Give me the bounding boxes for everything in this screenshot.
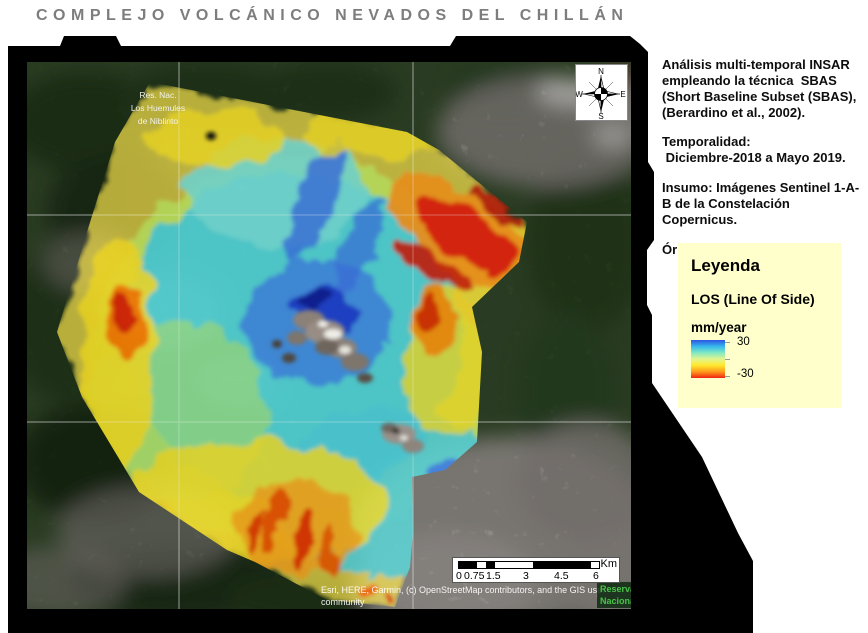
legend-min-value: -30	[737, 368, 754, 380]
scale-tick-075: 0.75	[464, 570, 485, 582]
legend-panel: Leyenda LOS (Line Of Side) mm/year 30 -3…	[678, 243, 841, 408]
analysis-description: Análisis multi-temporal INSAR empleando …	[662, 57, 860, 120]
compass-s-label: S	[598, 112, 603, 120]
svg-text:Los Huemules: Los Huemules	[131, 103, 185, 113]
temporalidad-label: Temporalidad:	[662, 134, 751, 150]
temporalidad-value: Diciembre-2018 a Mayo 2019.	[662, 150, 846, 166]
scale-tick-3: 3	[523, 570, 529, 582]
reserve-label-nacional: Reserva Nacional	[597, 582, 631, 608]
svg-text:de Niblinto: de Niblinto	[138, 116, 178, 126]
ramp-tick-top	[725, 342, 730, 343]
ramp-tick-mid	[725, 359, 730, 360]
legend-title: Leyenda	[691, 256, 760, 275]
scale-tick-6: 6	[593, 570, 599, 582]
legend-color-ramp	[691, 340, 725, 378]
svg-text:community: community	[321, 597, 365, 607]
compass-w-label: W	[576, 90, 583, 99]
reserve-label-niblinto: Res. Nac. Los Huemules de Niblinto	[131, 90, 185, 126]
svg-text:Nacional: Nacional	[600, 596, 631, 606]
info-panel: Análisis multi-temporal INSAR empleando …	[662, 57, 864, 272]
ramp-tick-bottom	[725, 376, 730, 377]
scale-bar-segments	[458, 561, 600, 569]
scale-bar-unit: Km	[600, 558, 618, 570]
scale-bar: Km 0 0.75 1.5 3 4.5 6	[452, 557, 620, 583]
svg-text:Reserva: Reserva	[600, 584, 631, 594]
map-canvas[interactable]: Res. Nac. Los Huemules de Niblinto Esri,…	[27, 62, 631, 609]
graticule-overlay	[27, 62, 631, 609]
svg-text:Res. Nac.: Res. Nac.	[139, 90, 176, 100]
scale-tick-45: 4.5	[554, 570, 569, 582]
legend-units: mm/year	[691, 320, 747, 335]
insar-overlay	[57, 82, 527, 607]
scale-tick-0: 0	[456, 570, 462, 582]
scale-tick-15: 1.5	[486, 570, 501, 582]
svg-text:Esri, HERE, Garmin, (c) OpenSt: Esri, HERE, Garmin, (c) OpenStreetMap co…	[321, 585, 605, 595]
legend-max-value: 30	[737, 336, 750, 348]
insumo-text: Insumo: Imágenes Sentinel 1-A-B de la Co…	[662, 180, 860, 227]
legend-subtitle: LOS (Line Of Side)	[691, 291, 815, 307]
basemap-attribution: Esri, HERE, Garmin, (c) OpenStreetMap co…	[321, 585, 605, 607]
compass-n-label: N	[598, 67, 604, 76]
compass-e-label: E	[620, 90, 625, 99]
compass-rose: N S W E	[575, 64, 628, 121]
volcano-summit-patches	[206, 132, 424, 453]
page-title: COMPLEJO VOLCÁNICO NEVADOS DEL CHILLÁN	[36, 7, 629, 24]
